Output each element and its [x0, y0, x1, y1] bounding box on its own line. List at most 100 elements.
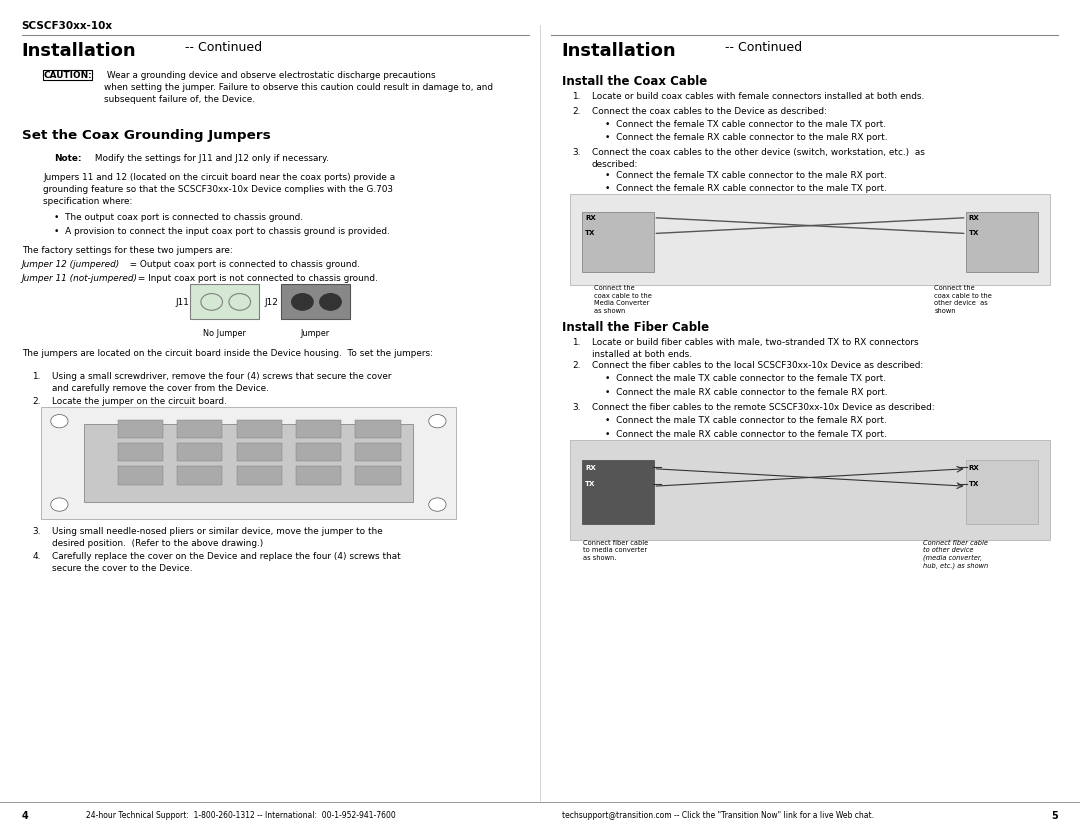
Text: 1.: 1. — [572, 92, 581, 101]
FancyBboxPatch shape — [296, 420, 341, 438]
Circle shape — [292, 294, 313, 310]
Text: SCSCF30xx-10x: SCSCF30xx-10x — [22, 21, 112, 31]
Text: 5: 5 — [1052, 811, 1058, 821]
FancyBboxPatch shape — [296, 466, 341, 485]
Text: •  Connect the female TX cable connector to the male RX port.: • Connect the female TX cable connector … — [605, 171, 887, 180]
Text: •  Connect the female RX cable connector to the male RX port.: • Connect the female RX cable connector … — [605, 133, 888, 143]
Text: Connect the fiber cables to the local SCSCF30xx-10x Device as described:: Connect the fiber cables to the local SC… — [592, 361, 923, 370]
Text: The jumpers are located on the circuit board inside the Device housing.  To set : The jumpers are located on the circuit b… — [22, 349, 433, 358]
Text: Connect fiber cable
to other device
(media converter,
hub, etc.) as shown: Connect fiber cable to other device (med… — [923, 540, 988, 570]
FancyBboxPatch shape — [190, 284, 259, 319]
Text: RX: RX — [969, 215, 980, 221]
Circle shape — [51, 414, 68, 428]
FancyBboxPatch shape — [237, 420, 282, 438]
Text: Jumper: Jumper — [301, 329, 329, 338]
Text: 4: 4 — [22, 811, 28, 821]
FancyBboxPatch shape — [237, 466, 282, 485]
Text: 24-hour Technical Support:  1-800-260-1312 -- International:  00-1-952-941-7600: 24-hour Technical Support: 1-800-260-131… — [86, 811, 396, 820]
FancyBboxPatch shape — [118, 420, 163, 438]
FancyBboxPatch shape — [966, 212, 1038, 272]
Text: Connect the coax cables to the Device as described:: Connect the coax cables to the Device as… — [592, 107, 826, 116]
Text: Set the Coax Grounding Jumpers: Set the Coax Grounding Jumpers — [22, 129, 270, 143]
FancyBboxPatch shape — [84, 424, 413, 502]
FancyBboxPatch shape — [355, 466, 401, 485]
Circle shape — [429, 498, 446, 511]
Text: •  The output coax port is connected to chassis ground.: • The output coax port is connected to c… — [54, 213, 303, 222]
FancyBboxPatch shape — [355, 443, 401, 461]
Text: J11: J11 — [175, 298, 189, 307]
Text: Note:: Note: — [54, 154, 81, 163]
Text: 2.: 2. — [32, 397, 41, 406]
Text: •  Connect the male TX cable connector to the female TX port.: • Connect the male TX cable connector to… — [605, 374, 886, 384]
Text: Connect fiber cable
to media converter
as shown.: Connect fiber cable to media converter a… — [583, 540, 648, 560]
Text: Wear a grounding device and observe electrostatic discharge precautions
when set: Wear a grounding device and observe elec… — [104, 71, 492, 104]
FancyBboxPatch shape — [118, 466, 163, 485]
FancyBboxPatch shape — [177, 466, 222, 485]
Text: Installation: Installation — [22, 42, 136, 60]
Text: Modify the settings for J11 and J12 only if necessary.: Modify the settings for J11 and J12 only… — [92, 154, 328, 163]
Text: RX: RX — [585, 465, 596, 470]
Text: Using a small screwdriver, remove the four (4) screws that secure the cover
and : Using a small screwdriver, remove the fo… — [52, 372, 391, 393]
Text: techsupport@transition.com -- Click the "Transition Now" link for a live Web cha: techsupport@transition.com -- Click the … — [562, 811, 874, 820]
Text: Installation: Installation — [562, 42, 676, 60]
Text: TX: TX — [585, 481, 596, 487]
FancyBboxPatch shape — [570, 440, 1050, 540]
Text: •  Connect the male TX cable connector to the female RX port.: • Connect the male TX cable connector to… — [605, 416, 887, 425]
Text: 4.: 4. — [32, 552, 41, 561]
Text: 2.: 2. — [572, 361, 581, 370]
FancyBboxPatch shape — [355, 420, 401, 438]
Circle shape — [229, 294, 251, 310]
Text: Using small needle-nosed pliers or similar device, move the jumper to the
desire: Using small needle-nosed pliers or simil… — [52, 527, 382, 548]
Text: Install the Coax Cable: Install the Coax Cable — [562, 75, 706, 88]
FancyBboxPatch shape — [570, 194, 1050, 285]
Text: Connect the
coax cable to the
Media Converter
as shown: Connect the coax cable to the Media Conv… — [594, 285, 652, 314]
Text: 3.: 3. — [572, 148, 581, 158]
Circle shape — [201, 294, 222, 310]
Text: Connect the
coax cable to the
other device  as
shown: Connect the coax cable to the other devi… — [934, 285, 993, 314]
Text: -- Continued: -- Continued — [721, 42, 802, 54]
Circle shape — [320, 294, 341, 310]
Text: •  Connect the female RX cable connector to the male TX port.: • Connect the female RX cable connector … — [605, 184, 887, 193]
Text: Install the Fiber Cable: Install the Fiber Cable — [562, 321, 708, 334]
Text: TX: TX — [969, 230, 980, 236]
Text: = Input coax port is not connected to chassis ground.: = Input coax port is not connected to ch… — [135, 274, 378, 284]
Text: Jumper 11 (not-jumpered): Jumper 11 (not-jumpered) — [22, 274, 137, 284]
FancyBboxPatch shape — [582, 460, 654, 524]
FancyBboxPatch shape — [582, 212, 654, 272]
Text: RX: RX — [969, 465, 980, 470]
Text: •  Connect the female TX cable connector to the male TX port.: • Connect the female TX cable connector … — [605, 120, 886, 129]
Text: Jumper 12 (jumpered): Jumper 12 (jumpered) — [22, 260, 120, 269]
Text: 1.: 1. — [572, 338, 581, 347]
FancyBboxPatch shape — [118, 443, 163, 461]
Text: -- Continued: -- Continued — [181, 42, 262, 54]
FancyBboxPatch shape — [296, 443, 341, 461]
Text: The factory settings for these two jumpers are:: The factory settings for these two jumpe… — [22, 246, 232, 255]
Text: 2.: 2. — [572, 107, 581, 116]
FancyBboxPatch shape — [177, 443, 222, 461]
Text: Locate or build fiber cables with male, two-stranded TX to RX connectors
install: Locate or build fiber cables with male, … — [592, 338, 918, 359]
Circle shape — [429, 414, 446, 428]
FancyBboxPatch shape — [237, 443, 282, 461]
Text: Locate or build coax cables with female connectors installed at both ends.: Locate or build coax cables with female … — [592, 92, 924, 101]
Text: No Jumper: No Jumper — [203, 329, 246, 338]
Text: 1.: 1. — [32, 372, 41, 381]
Text: = Output coax port is connected to chassis ground.: = Output coax port is connected to chass… — [121, 260, 360, 269]
Text: •  Connect the male RX cable connector to the female RX port.: • Connect the male RX cable connector to… — [605, 388, 888, 397]
Text: TX: TX — [969, 481, 980, 487]
Text: J12: J12 — [265, 298, 279, 307]
FancyBboxPatch shape — [281, 284, 350, 319]
FancyBboxPatch shape — [966, 460, 1038, 524]
Text: CAUTION:: CAUTION: — [43, 71, 92, 80]
Text: •  Connect the male RX cable connector to the female TX port.: • Connect the male RX cable connector to… — [605, 430, 887, 439]
FancyBboxPatch shape — [41, 407, 456, 519]
Text: Connect the coax cables to the other device (switch, workstation, etc.)  as
desc: Connect the coax cables to the other dev… — [592, 148, 924, 169]
Text: Locate the jumper on the circuit board.: Locate the jumper on the circuit board. — [52, 397, 227, 406]
Text: RX: RX — [585, 215, 596, 221]
Text: 3.: 3. — [32, 527, 41, 536]
Text: Connect the fiber cables to the remote SCSCF30xx-10x Device as described:: Connect the fiber cables to the remote S… — [592, 403, 934, 412]
FancyBboxPatch shape — [177, 420, 222, 438]
Text: Carefully replace the cover on the Device and replace the four (4) screws that
s: Carefully replace the cover on the Devic… — [52, 552, 401, 573]
Text: 3.: 3. — [572, 403, 581, 412]
Text: •  A provision to connect the input coax port to chassis ground is provided.: • A provision to connect the input coax … — [54, 227, 390, 236]
Text: Jumpers 11 and 12 (located on the circuit board near the coax ports) provide a
g: Jumpers 11 and 12 (located on the circui… — [43, 173, 395, 206]
